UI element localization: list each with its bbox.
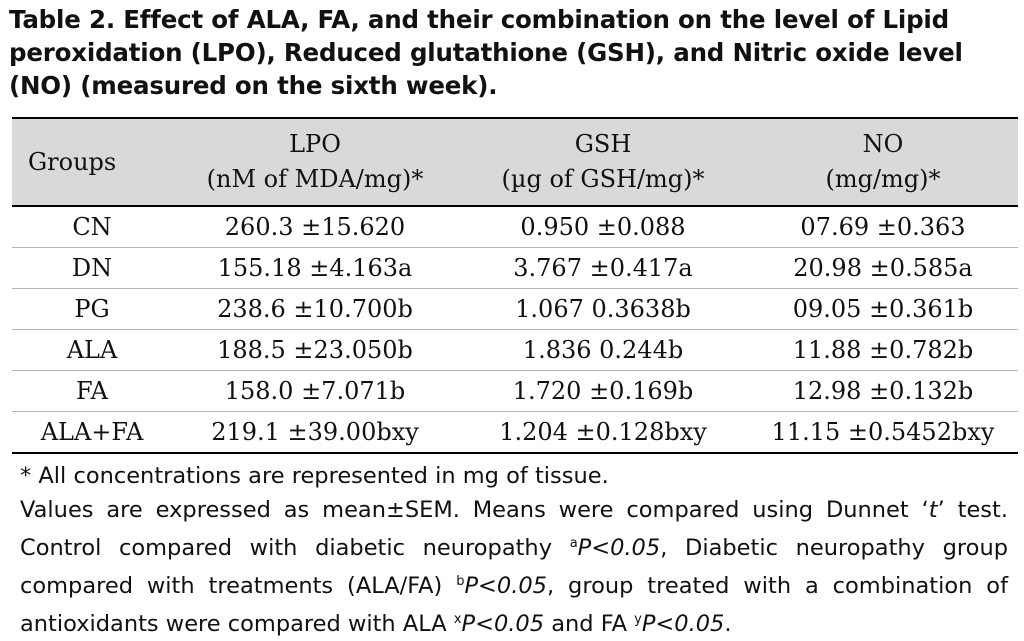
cell-group: FA <box>76 377 108 405</box>
footnote-concentration: * All concentrations are represented in … <box>20 463 609 489</box>
table-row: ALA+FA 219.1 ±39.00bxy 1.204 ±0.128bxy 1… <box>12 411 1018 453</box>
table-row: PG 238.6 ±10.700b 1.067 0.3638b 09.05 ±0… <box>12 288 1018 330</box>
cell-group: ALA <box>66 336 118 364</box>
cell-group: CN <box>72 213 112 241</box>
superscript-y: y <box>634 612 642 627</box>
header-groups-label: Groups <box>28 147 117 176</box>
superscript-a: a <box>569 536 578 551</box>
cell-group: DN <box>71 254 113 282</box>
cell-gsh: 1.067 0.3638b <box>515 295 691 323</box>
cell-no: 11.15 ±0.5452bxy <box>771 418 995 446</box>
cell-no: 12.98 ±0.132b <box>792 377 974 405</box>
footnote-t-italic: t <box>928 497 938 523</box>
cell-no: 20.98 ±0.585a <box>793 254 973 282</box>
table-body: CN 260.3 ±15.620 0.950 ±0.088 07.69 ±0.3… <box>12 206 1018 453</box>
header-gsh-title: GSH <box>574 130 632 158</box>
cell-no: 09.05 ±0.361b <box>792 295 974 323</box>
data-table-container: Groups LPO (nM of MDA/mg)* GSH (µg of GS… <box>12 117 1018 454</box>
cell-no: 11.88 ±0.782b <box>792 336 974 364</box>
cell-gsh: 1.836 0.244b <box>522 336 684 364</box>
header-gsh: GSH (µg of GSH/mg)* <box>458 118 748 206</box>
table-row: ALA 188.5 ±23.050b 1.836 0.244b 11.88 ±0… <box>12 329 1018 371</box>
superscript-x: x <box>453 612 462 627</box>
cell-gsh: 0.950 ±0.088 <box>520 213 686 241</box>
footnote-text: Values are expressed as mean±SEM. Means … <box>20 497 929 523</box>
footnote-statistics: Values are expressed as mean±SEM. Means … <box>20 493 1008 641</box>
header-groups: Groups <box>12 118 172 206</box>
cell-lpo: 188.5 ±23.050b <box>217 336 413 364</box>
table-header: Groups LPO (nM of MDA/mg)* GSH (µg of GS… <box>12 118 1018 206</box>
table-row: DN 155.18 ±4.163a 3.767 ±0.417a 20.98 ±0… <box>12 247 1018 289</box>
cell-lpo: 238.6 ±10.700b <box>217 295 413 323</box>
p-value: P<0.05 <box>577 535 661 561</box>
header-gsh-unit: (µg of GSH/mg)* <box>501 165 705 193</box>
table-footnotes: * All concentrations are represented in … <box>20 459 1008 641</box>
cell-gsh: 1.204 ±0.128bxy <box>499 418 707 446</box>
header-row: Groups LPO (nM of MDA/mg)* GSH (µg of GS… <box>12 118 1018 206</box>
header-no: NO (mg/mg)* <box>748 118 1018 206</box>
p-value: P<0.05 <box>641 611 725 637</box>
table-row: FA 158.0 ±7.071b 1.720 ±0.169b 12.98 ±0.… <box>12 370 1018 412</box>
cell-group: PG <box>74 295 110 323</box>
results-table: Groups LPO (nM of MDA/mg)* GSH (µg of GS… <box>12 117 1018 454</box>
footnote-text: ’ test. Control compared with diabetic n… <box>20 497 1008 561</box>
cell-group: ALA+FA <box>40 418 144 446</box>
cell-gsh: 1.720 ±0.169b <box>512 377 694 405</box>
header-lpo: LPO (nM of MDA/mg)* <box>172 118 458 206</box>
cell-lpo: 260.3 ±15.620 <box>224 213 406 241</box>
cell-lpo: 219.1 ±39.00bxy <box>211 418 419 446</box>
cell-lpo: 155.18 ±4.163a <box>217 254 413 282</box>
footnote-text: . <box>724 611 732 637</box>
cell-no: 07.69 ±0.363 <box>800 213 966 241</box>
table-caption: Table 2. Effect of ALA, FA, and their co… <box>9 5 963 100</box>
header-no-title: NO <box>862 130 904 158</box>
table-row: CN 260.3 ±15.620 0.950 ±0.088 07.69 ±0.3… <box>12 206 1018 248</box>
footnote-text: and FA <box>544 611 635 637</box>
footnote-text: , Diabetic neuropathy group compared wit… <box>20 535 1008 599</box>
header-lpo-title: LPO <box>289 130 341 158</box>
p-value: P<0.05 <box>461 611 545 637</box>
p-value: P<0.05 <box>464 573 547 599</box>
header-no-unit: (mg/mg)* <box>825 165 941 193</box>
cell-lpo: 158.0 ±7.071b <box>224 377 406 405</box>
header-lpo-unit: (nM of MDA/mg)* <box>206 165 424 193</box>
cell-gsh: 3.767 ±0.417a <box>513 254 693 282</box>
superscript-b: b <box>456 574 465 589</box>
